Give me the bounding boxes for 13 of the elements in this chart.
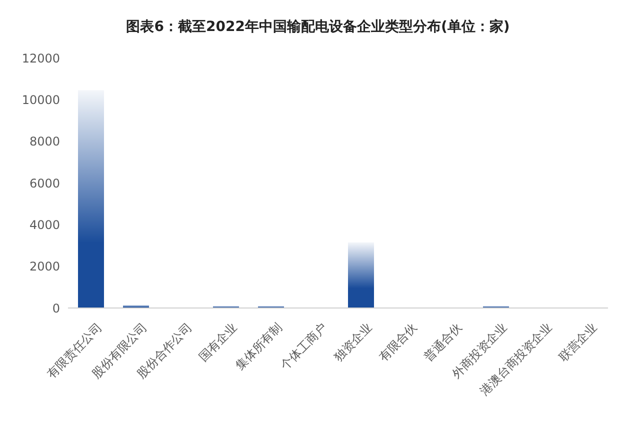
x-tick-label: 联营企业	[556, 320, 600, 364]
y-tick-label: 10000	[22, 92, 60, 107]
y-tick-label: 2000	[29, 260, 60, 274]
x-tick-label: 有限合伙	[376, 320, 420, 364]
y-tick-label: 8000	[29, 134, 60, 149]
y-tick-label: 0	[52, 301, 60, 316]
y-tick-label: 4000	[29, 218, 60, 232]
y-tick-label: 6000	[29, 176, 60, 190]
chart-title: 图表6：截至2022年中国输配电设备企业类型分布(单位：家)	[125, 18, 511, 37]
bar	[348, 242, 374, 308]
bar	[78, 90, 104, 308]
y-tick-label: 12000	[22, 51, 60, 66]
x-tick-label: 独资企业	[331, 320, 375, 364]
